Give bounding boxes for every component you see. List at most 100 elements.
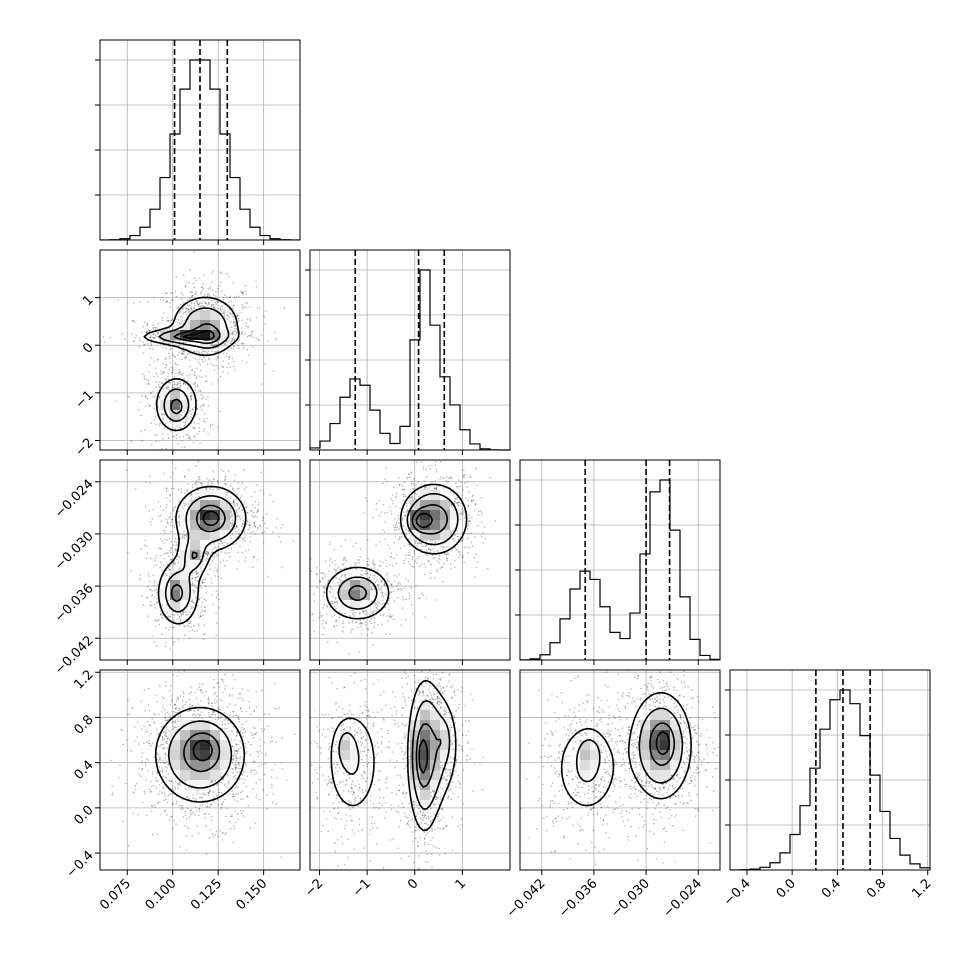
sample-point	[232, 796, 234, 798]
sample-point	[182, 436, 184, 438]
sample-point	[418, 481, 420, 483]
sample-point	[425, 469, 427, 471]
sample-point	[241, 304, 243, 306]
sample-point	[170, 685, 172, 687]
sample-point	[147, 730, 149, 732]
sample-point	[441, 545, 443, 547]
sample-point	[254, 733, 256, 735]
density-cell	[180, 520, 190, 530]
sample-point	[225, 686, 227, 688]
sample-point	[164, 358, 166, 360]
sample-point	[145, 395, 147, 397]
sample-point	[166, 491, 168, 493]
sample-point	[183, 696, 185, 698]
sample-point	[167, 539, 169, 541]
sample-point	[175, 563, 177, 565]
sample-point	[249, 707, 251, 709]
y-tick-label: 0.4	[71, 758, 96, 783]
sample-point	[143, 352, 145, 354]
sample-point	[423, 469, 425, 471]
sample-point	[148, 383, 150, 385]
sample-point	[179, 846, 181, 848]
sample-point	[131, 440, 133, 442]
sample-point	[467, 500, 469, 502]
sample-point	[164, 810, 166, 812]
sample-point	[185, 814, 187, 816]
sample-point	[245, 764, 247, 766]
sample-point	[216, 555, 218, 557]
sample-point	[231, 731, 233, 733]
sample-point	[197, 385, 199, 387]
sample-point	[162, 696, 164, 698]
sample-point	[241, 327, 243, 329]
sample-point	[218, 708, 220, 710]
sample-point	[237, 345, 239, 347]
sample-point	[185, 356, 187, 358]
sample-point	[189, 298, 191, 300]
sample-point	[217, 288, 219, 290]
sample-point	[175, 296, 177, 298]
sample-point	[384, 538, 386, 540]
sample-point	[237, 762, 239, 764]
sample-point	[188, 787, 190, 789]
sample-point	[207, 396, 209, 398]
sample-point	[161, 448, 163, 450]
sample-point	[157, 620, 159, 622]
sample-point	[111, 794, 113, 796]
sample-point	[190, 396, 192, 398]
sample-point	[189, 638, 191, 640]
sample-point	[137, 814, 139, 816]
sample-point	[264, 531, 266, 533]
sample-point	[443, 477, 445, 479]
sample-point	[149, 710, 151, 712]
sample-point	[224, 315, 226, 317]
sample-point	[150, 392, 152, 394]
sample-point	[237, 516, 239, 518]
sample-point	[221, 792, 223, 794]
sample-point	[238, 488, 240, 490]
sample-point	[421, 461, 423, 463]
sample-point	[240, 756, 242, 758]
sample-point	[246, 721, 248, 723]
sample-point	[177, 555, 179, 557]
sample-point	[183, 425, 185, 427]
sample-point	[201, 689, 203, 691]
sample-point	[228, 470, 230, 472]
sample-point	[203, 421, 205, 423]
sample-point	[195, 280, 197, 282]
sample-point	[426, 476, 428, 478]
sample-point	[208, 714, 210, 716]
sample-point	[254, 515, 256, 517]
sample-point	[166, 575, 168, 577]
sample-point	[181, 309, 183, 311]
sample-point	[120, 729, 122, 731]
sample-point	[169, 538, 171, 540]
sample-point	[261, 383, 263, 385]
sample-point	[161, 726, 163, 728]
sample-point	[152, 348, 154, 350]
sample-point	[178, 319, 180, 321]
sample-point	[228, 276, 230, 278]
sample-point	[185, 614, 187, 616]
sample-point	[206, 691, 208, 693]
sample-point	[181, 298, 183, 300]
sample-point	[154, 722, 156, 724]
sample-point	[148, 380, 150, 382]
sample-point	[164, 532, 166, 534]
sample-point	[192, 813, 194, 815]
sample-point	[217, 546, 219, 548]
sample-point	[180, 488, 182, 490]
sample-point	[176, 321, 178, 323]
sample-point	[166, 743, 168, 745]
sample-point	[230, 517, 232, 519]
sample-point	[148, 586, 150, 588]
sample-point	[131, 333, 133, 335]
sample-point	[184, 634, 186, 636]
sample-point	[263, 742, 265, 744]
sample-point	[166, 379, 168, 381]
sample-point	[233, 794, 235, 796]
sample-point	[144, 793, 146, 795]
sample-point	[245, 290, 247, 292]
sample-point	[195, 587, 197, 589]
sample-point	[179, 425, 181, 427]
